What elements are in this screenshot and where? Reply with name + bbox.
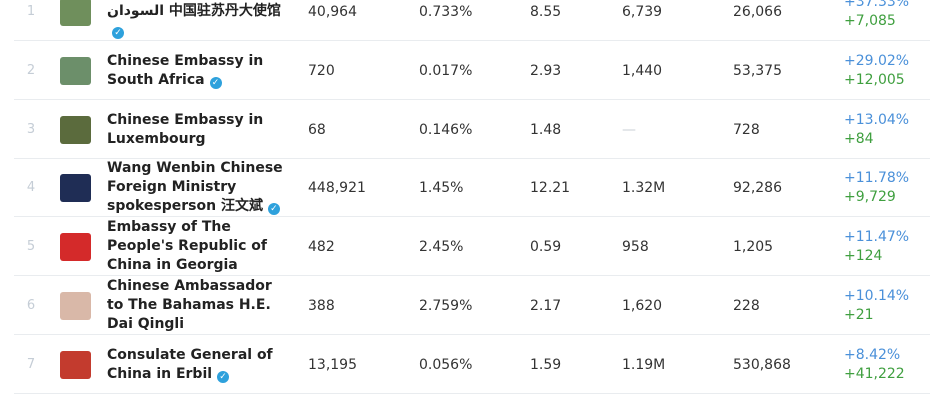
rank-number: 4 bbox=[26, 180, 36, 195]
growth-cell: +29.02% +12,005 bbox=[844, 42, 909, 99]
growth-percent: +13.04% bbox=[844, 111, 910, 128]
growth-cell: +13.04% +84 bbox=[844, 101, 909, 158]
growth-cell: +11.78% +9,729 bbox=[844, 159, 909, 216]
engagement-rate-value: 2.45% bbox=[419, 238, 464, 255]
average-value: 1.48 bbox=[530, 121, 562, 138]
followers-value: 388 bbox=[308, 297, 335, 314]
table-row[interactable]: 3 Chinese Embassy in Luxembourg 68 0.146% 1.… bbox=[14, 101, 930, 159]
channel-name-link[interactable]: Chinese Ambassador to The Bahamas H.E. D… bbox=[107, 277, 292, 334]
growth-absolute: +7,085 bbox=[844, 12, 896, 29]
engagement-rate-value: 0.146% bbox=[419, 121, 473, 138]
interactions-value: 530,868 bbox=[733, 356, 791, 373]
average-value: 0.59 bbox=[530, 238, 562, 255]
table-row[interactable]: 2 Chinese Embassy in South Africa ✓ 720 0.01… bbox=[14, 42, 930, 100]
verified-check-icon: ✓ bbox=[112, 27, 124, 39]
channel-name: Consulate General of China in Erbil ✓ bbox=[107, 346, 273, 383]
interactions-value: 26,066 bbox=[733, 3, 782, 20]
engagement-rate-value: 2.759% bbox=[419, 297, 473, 314]
average-value: 8.55 bbox=[530, 3, 562, 20]
growth-absolute: +124 bbox=[844, 247, 883, 264]
views-value: 1,620 bbox=[622, 297, 663, 314]
interactions-value: 728 bbox=[733, 121, 760, 138]
growth-absolute: +9,729 bbox=[844, 188, 896, 205]
channel-thumbnail[interactable] bbox=[60, 174, 91, 202]
views-value: 6,739 bbox=[622, 3, 663, 20]
followers-value: 13,195 bbox=[308, 356, 357, 373]
channel-name-link[interactable]: Chinese Embassy in Luxembourg bbox=[107, 101, 292, 158]
average-value: 12.21 bbox=[530, 179, 571, 196]
rank-number: 6 bbox=[26, 298, 36, 313]
followers-value: 720 bbox=[308, 62, 335, 79]
table-row[interactable]: 6 Chinese Ambassador to The Bahamas H.E. … bbox=[14, 277, 930, 335]
table-row[interactable]: 7 Consulate General of China in Erbil ✓ 13,… bbox=[14, 336, 930, 394]
table-row[interactable]: 5 Embassy of The People's Republic of Chi… bbox=[14, 218, 930, 276]
engagement-rate-value: 1.45% bbox=[419, 179, 464, 196]
rank-number: 5 bbox=[26, 239, 36, 254]
channel-name-link[interactable]: Embassy of The People's Republic of Chin… bbox=[107, 218, 292, 275]
channel-thumbnail[interactable] bbox=[60, 233, 91, 261]
interactions-value: 1,205 bbox=[733, 238, 774, 255]
growth-absolute: +41,222 bbox=[844, 365, 905, 382]
average-value: 1.59 bbox=[530, 356, 562, 373]
followers-value: 68 bbox=[308, 121, 326, 138]
engagement-rate-value: 0.017% bbox=[419, 62, 473, 79]
channel-name-link[interactable]: Chinese Embassy in South Africa ✓ bbox=[107, 42, 292, 99]
rank-number: 2 bbox=[26, 63, 36, 78]
growth-percent: +11.78% bbox=[844, 169, 910, 186]
channel-name-link[interactable]: السفارة الصينية في السودان 中国驻苏丹大使馆✓ bbox=[107, 0, 292, 40]
channel-name: Chinese Embassy in Luxembourg bbox=[107, 111, 264, 147]
growth-cell: +11.47% +124 bbox=[844, 218, 909, 275]
channel-thumbnail[interactable] bbox=[60, 57, 91, 85]
verified-check-icon: ✓ bbox=[267, 203, 280, 215]
views-value: — bbox=[622, 121, 636, 138]
channel-thumbnail[interactable] bbox=[60, 351, 91, 379]
channel-name: Wang Wenbin Chinese Foreign Ministry spo… bbox=[107, 160, 283, 215]
channel-name-link[interactable]: Wang Wenbin Chinese Foreign Ministry spo… bbox=[107, 159, 292, 216]
growth-absolute: +12,005 bbox=[844, 71, 905, 88]
interactions-value: 228 bbox=[733, 297, 760, 314]
rank-number: 1 bbox=[26, 4, 36, 19]
interactions-value: 92,286 bbox=[733, 179, 782, 196]
engagement-rate-value: 0.733% bbox=[419, 3, 473, 20]
followers-value: 482 bbox=[308, 238, 335, 255]
verified-check-icon: ✓ bbox=[217, 370, 230, 383]
growth-cell: +8.42% +41,222 bbox=[844, 336, 905, 393]
interactions-value: 53,375 bbox=[733, 62, 782, 79]
views-value: 1.32M bbox=[622, 179, 666, 196]
table-row[interactable]: 1 السفارة الصينية في السودان 中国驻苏丹大使馆✓ 40,… bbox=[14, 0, 930, 41]
channel-name: Chinese Embassy in South Africa ✓ bbox=[107, 52, 264, 89]
channel-thumbnail[interactable] bbox=[60, 116, 91, 144]
rank-number: 3 bbox=[26, 122, 36, 137]
views-value: 1,440 bbox=[622, 62, 663, 79]
views-value: 958 bbox=[622, 238, 649, 255]
views-value: 1.19M bbox=[622, 356, 666, 373]
verified-check-icon: ✓ bbox=[209, 76, 222, 89]
growth-percent: +8.42% bbox=[844, 346, 901, 363]
growth-percent: +10.14% bbox=[844, 287, 910, 304]
rank-number: 7 bbox=[26, 357, 36, 372]
growth-cell: +10.14% +21 bbox=[844, 277, 909, 334]
average-value: 2.93 bbox=[530, 62, 562, 79]
followers-value: 40,964 bbox=[308, 3, 357, 20]
channel-name: Chinese Ambassador to The Bahamas H.E. D… bbox=[107, 278, 272, 332]
channel-name: Embassy of The People's Republic of Chin… bbox=[107, 219, 267, 273]
channel-thumbnail[interactable] bbox=[60, 0, 91, 26]
growth-absolute: +21 bbox=[844, 306, 874, 323]
average-value: 2.17 bbox=[530, 297, 562, 314]
growth-absolute: +84 bbox=[844, 130, 874, 147]
channel-name: السفارة الصينية في السودان 中国驻苏丹大使馆✓ bbox=[107, 3, 281, 39]
channel-thumbnail[interactable] bbox=[60, 292, 91, 320]
growth-percent: +11.47% bbox=[844, 228, 910, 245]
table-row[interactable]: 4 Wang Wenbin Chinese Foreign Ministry sp… bbox=[14, 159, 930, 217]
growth-cell: +37.33% +7,085 bbox=[844, 0, 909, 40]
growth-percent: +37.33% bbox=[844, 0, 910, 10]
followers-value: 448,921 bbox=[308, 179, 366, 196]
growth-percent: +29.02% bbox=[844, 52, 910, 69]
engagement-rate-value: 0.056% bbox=[419, 356, 473, 373]
channel-name-link[interactable]: Consulate General of China in Erbil ✓ bbox=[107, 336, 292, 393]
